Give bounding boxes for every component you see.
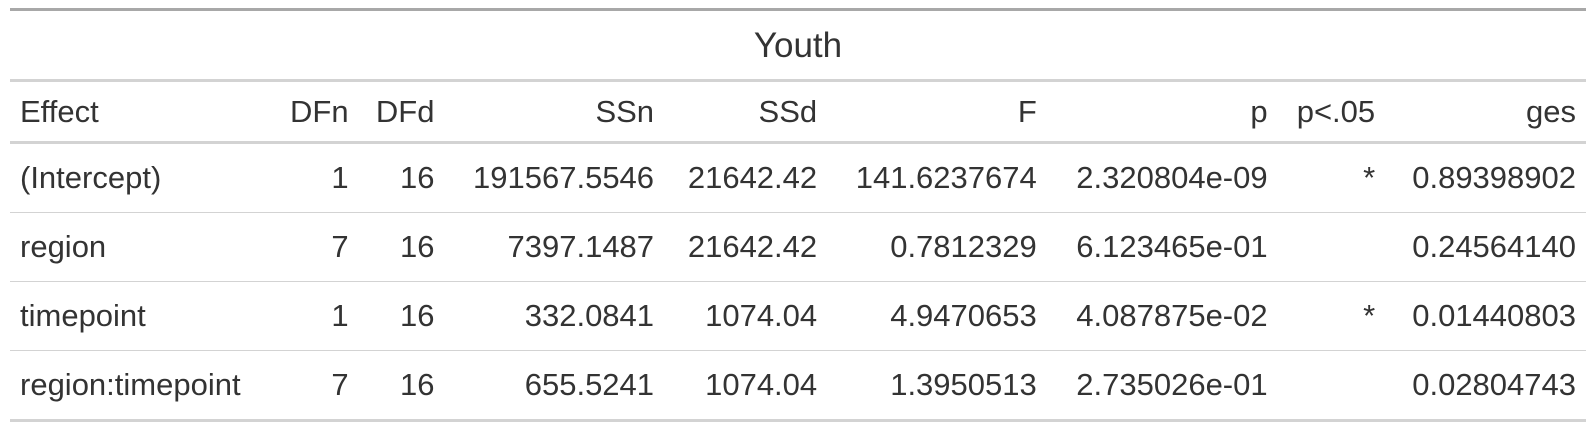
cell-significance bbox=[1277, 350, 1386, 421]
cell-effect: region:timepoint bbox=[10, 350, 273, 421]
table-title: Youth bbox=[10, 9, 1586, 82]
cell-dfn: 1 bbox=[331, 160, 349, 195]
cell-dfd: 16 bbox=[399, 160, 435, 195]
column-header-dfn: DFn bbox=[272, 80, 359, 144]
anova-table: Youth Effect DFn DFd SSn SSd F p p<.05 g… bbox=[10, 8, 1586, 422]
cell-dfd: 16 bbox=[358, 350, 445, 421]
cell-dfd: 16 bbox=[358, 281, 445, 351]
cell-dfn: 7 bbox=[272, 350, 359, 421]
cell-ges: 0.01440803 bbox=[1385, 281, 1586, 351]
cell-f: 1.3950513 bbox=[827, 350, 1047, 421]
column-header-effect: Effect bbox=[10, 80, 273, 144]
cell-ssd: 21642.42 bbox=[687, 160, 818, 195]
column-header-p: p bbox=[1046, 80, 1278, 144]
column-header-f: F bbox=[827, 80, 1047, 144]
column-header-dfd: DFd bbox=[358, 80, 445, 144]
table-row: timepoint 1 16 332.0841 1074.04 4.947065… bbox=[10, 281, 1586, 351]
cell-f: 4.9470653 bbox=[827, 281, 1047, 351]
anova-table-container: Youth Effect DFn DFd SSn SSd F p p<.05 g… bbox=[10, 8, 1586, 422]
cell-effect: region bbox=[10, 212, 273, 282]
column-header-ssd: SSd bbox=[664, 80, 828, 144]
cell-ssn: 655.5241 bbox=[444, 350, 665, 421]
column-header-row: Effect DFn DFd SSn SSd F p p<.05 ges bbox=[10, 80, 1586, 144]
table-row: (Intercept) 1 16 191567.5546 21642.42 14… bbox=[10, 143, 1586, 213]
cell-effect: timepoint bbox=[10, 281, 273, 351]
table-title-row: Youth bbox=[10, 9, 1586, 82]
cell-significance: * bbox=[1277, 281, 1386, 351]
cell-ges: 0.89398902 bbox=[1412, 160, 1576, 195]
cell-ssn: 7397.1487 bbox=[444, 212, 665, 282]
cell-f: 0.7812329 bbox=[827, 212, 1047, 282]
cell-effect: (Intercept) bbox=[20, 160, 162, 195]
cell-ges: 0.24564140 bbox=[1385, 212, 1586, 282]
cell-f: 141.6237674 bbox=[855, 160, 1037, 195]
cell-p: 4.087875e-02 bbox=[1046, 281, 1278, 351]
cell-dfn: 1 bbox=[272, 281, 359, 351]
cell-ges: 0.02804743 bbox=[1385, 350, 1586, 421]
table-row: region 7 16 7397.1487 21642.42 0.7812329… bbox=[10, 212, 1586, 282]
cell-significance: * bbox=[1363, 160, 1376, 195]
cell-ssd: 21642.42 bbox=[664, 212, 828, 282]
cell-dfd: 16 bbox=[358, 212, 445, 282]
cell-dfn: 7 bbox=[272, 212, 359, 282]
cell-ssd: 1074.04 bbox=[664, 350, 828, 421]
cell-significance bbox=[1277, 212, 1386, 282]
cell-ssn: 191567.5546 bbox=[473, 160, 655, 195]
table-row: region:timepoint 7 16 655.5241 1074.04 1… bbox=[10, 350, 1586, 421]
column-header-ssn: SSn bbox=[444, 80, 665, 144]
cell-p: 6.123465e-01 bbox=[1046, 212, 1278, 282]
column-header-significance: p<.05 bbox=[1277, 80, 1386, 144]
cell-p: 2.735026e-01 bbox=[1046, 350, 1278, 421]
cell-ssd: 1074.04 bbox=[664, 281, 828, 351]
cell-p: 2.320804e-09 bbox=[1076, 160, 1268, 195]
cell-ssn: 332.0841 bbox=[444, 281, 665, 351]
column-header-ges: ges bbox=[1385, 80, 1586, 144]
